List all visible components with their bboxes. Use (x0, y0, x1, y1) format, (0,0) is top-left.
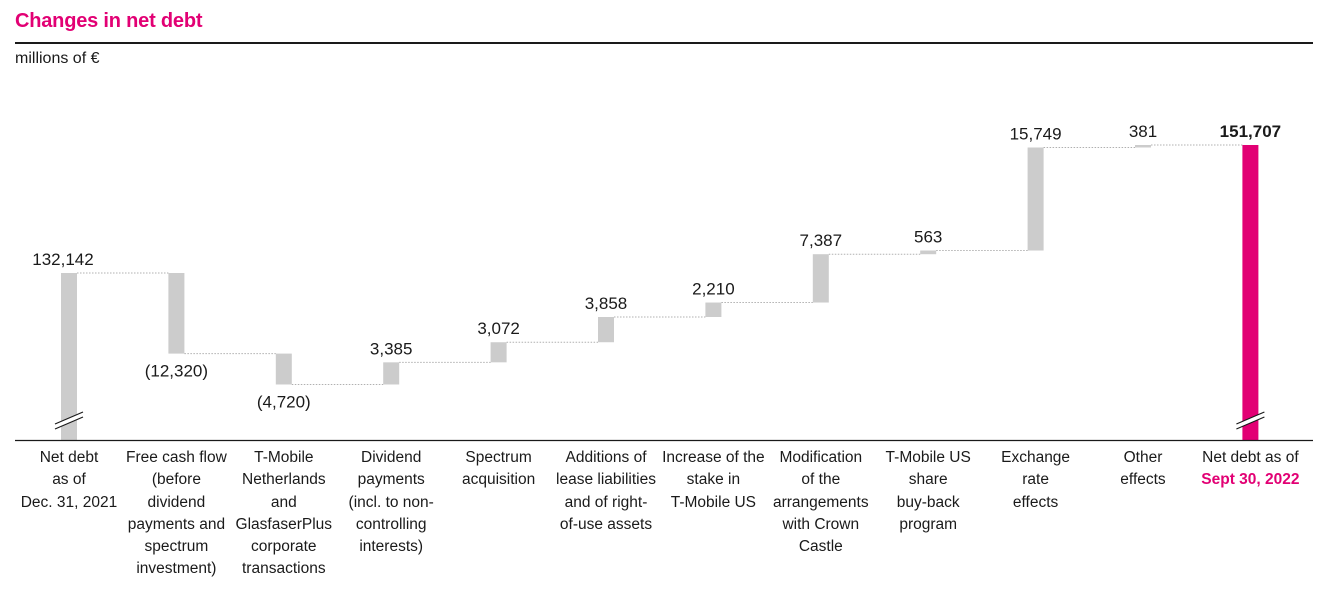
data-label: 7,387 (800, 231, 843, 250)
data-label: 3,072 (477, 319, 520, 338)
unit-label: millions of € (15, 50, 100, 67)
data-label: 3,385 (370, 339, 413, 358)
axis-break-mark (1236, 411, 1265, 425)
category-label: Net debt as of Dec. 31, 2021 (20, 449, 118, 511)
bar-change (1027, 147, 1044, 251)
axis-break-mark (54, 416, 84, 430)
category-label-highlight: Sept 30, 2022 (1201, 471, 1300, 489)
axis-break-mark (54, 411, 84, 425)
bar-change (920, 250, 937, 255)
data-label: 2,210 (692, 280, 735, 299)
category-label: Spectrum acquisition (461, 449, 536, 489)
category-label: Increase of the stake in T-Mobile US (662, 449, 765, 511)
bar-change (598, 316, 614, 343)
category-label: Dividend payments (incl. to non- control… (348, 449, 434, 556)
bar-change (812, 254, 829, 303)
axis-break-gap (55, 412, 83, 429)
bar-total-start (61, 273, 77, 440)
bar-change (275, 353, 292, 385)
category-label: Free cash flow (before dividend payments… (125, 449, 227, 578)
data-label: 563 (914, 228, 942, 247)
bar-change (490, 342, 507, 363)
data-label: 15,749 (1010, 124, 1062, 143)
title-divider (15, 42, 1313, 44)
bar-change (705, 302, 722, 317)
category-label: T-Mobile US share buy-back program (885, 449, 971, 533)
bar-change (1135, 145, 1151, 148)
data-label: 381 (1129, 122, 1157, 141)
category-label: Exchange rate effects (1001, 449, 1071, 511)
chart-title: Changes in net debt (15, 10, 203, 32)
category-label: Net debt as of Sept 30, 2022 (1194, 447, 1306, 492)
data-label: 3,858 (585, 294, 628, 313)
bar-total-end (1242, 145, 1259, 440)
axis-break-gap (1236, 412, 1265, 429)
data-label: (12,320) (145, 362, 208, 381)
data-label: 132,142 (32, 250, 93, 269)
bar-change (168, 273, 185, 354)
data-label: 151,707 (1220, 122, 1281, 141)
category-label: Additions of lease liabilities and of ri… (556, 449, 656, 533)
category-label: Other effects (1120, 449, 1166, 489)
axis-break-mark (1236, 416, 1265, 430)
category-label: T-Mobile Netherlands and GlasfaserPlus c… (235, 449, 333, 578)
category-label: Modification of the arrangements with Cr… (772, 449, 869, 556)
data-label: (4,720) (257, 392, 311, 411)
bar-change (383, 362, 400, 385)
